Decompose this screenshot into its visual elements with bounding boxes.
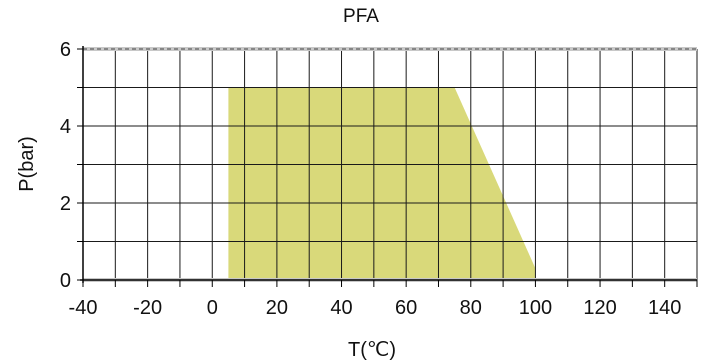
tick-label-layer: -40 -20 0 20 40 60 80 100 120 140 0 2 4 6 <box>60 39 681 319</box>
x-tick-label: 100 <box>519 297 552 319</box>
operating-area-layer <box>228 87 536 280</box>
x-tick-label: 20 <box>266 297 288 319</box>
x-tick-label: 0 <box>207 297 218 319</box>
x-tick-label: -40 <box>69 297 98 319</box>
x-tick-label: 40 <box>330 297 352 319</box>
area-series-0 <box>228 87 536 280</box>
x-tick-label: 120 <box>583 297 616 319</box>
y-tick-label: 0 <box>60 270 71 292</box>
chart-title: PFA <box>343 6 379 27</box>
y-tick-label: 2 <box>60 193 71 215</box>
x-tick-label: -20 <box>133 297 162 319</box>
y-axis-label: P(bar) <box>16 136 38 192</box>
y-tick-label: 4 <box>60 116 71 138</box>
x-tick-label: 80 <box>460 297 482 319</box>
x-tick-label: 140 <box>648 297 681 319</box>
x-axis-label: T(℃) <box>348 339 396 361</box>
x-tick-label: 60 <box>395 297 417 319</box>
y-tick-label: 6 <box>60 39 71 61</box>
axis-layer <box>77 46 698 287</box>
